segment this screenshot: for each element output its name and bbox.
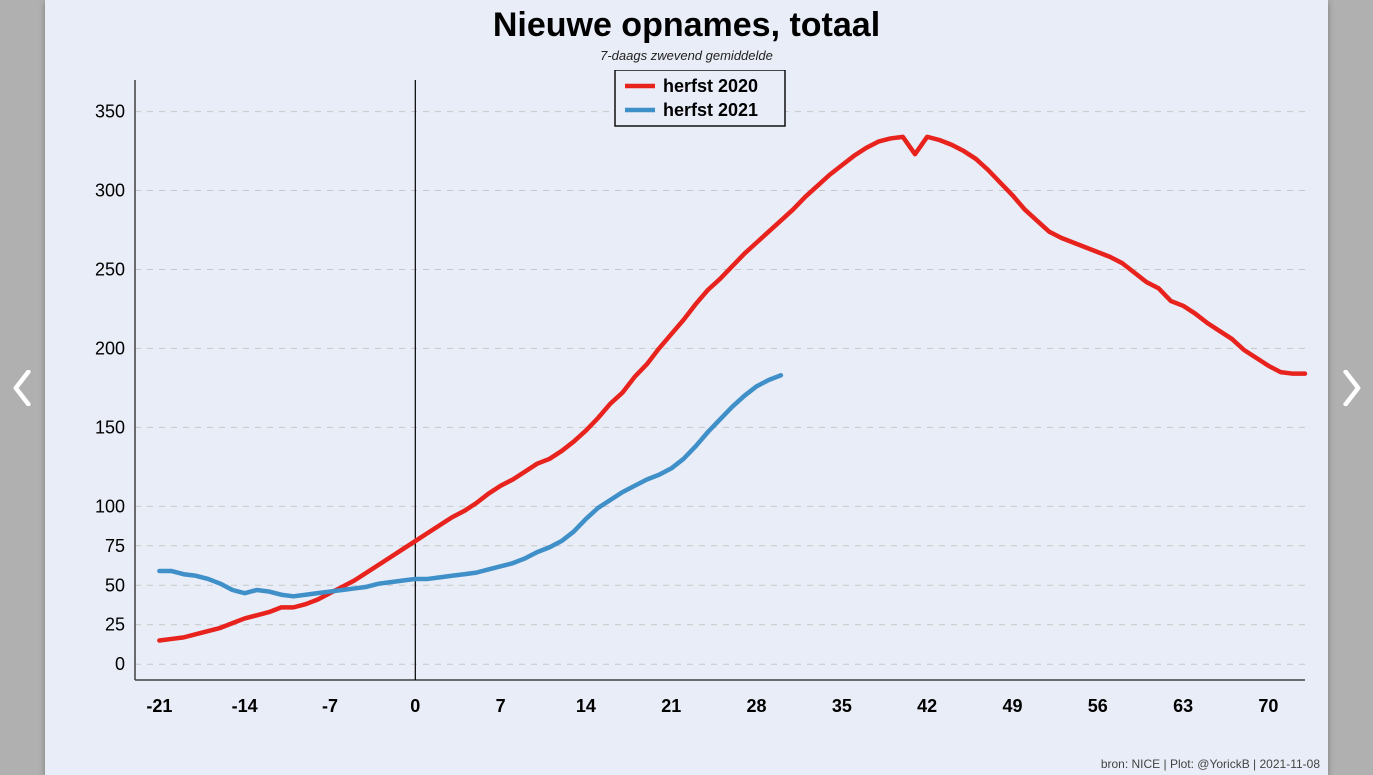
next-image-area[interactable] bbox=[1328, 0, 1373, 775]
svg-text:300: 300 bbox=[95, 181, 125, 201]
svg-text:35: 35 bbox=[832, 696, 852, 716]
svg-text:100: 100 bbox=[95, 496, 125, 516]
image-viewer: Nieuwe opnames, totaal 7-daags zwevend g… bbox=[0, 0, 1373, 775]
svg-text:56: 56 bbox=[1088, 696, 1108, 716]
plot-area: 0 25 50 75 100 150 200 250 300 350 -21 -14 -7 0 7 14 21 2… bbox=[75, 70, 1315, 730]
svg-text:150: 150 bbox=[95, 417, 125, 437]
svg-text:49: 49 bbox=[1002, 696, 1022, 716]
chevron-left-icon bbox=[12, 370, 34, 406]
chart-title: Nieuwe opnames, totaal bbox=[45, 6, 1328, 45]
svg-text:25: 25 bbox=[105, 615, 125, 635]
svg-text:63: 63 bbox=[1173, 696, 1193, 716]
svg-text:14: 14 bbox=[576, 696, 596, 716]
chart-card: Nieuwe opnames, totaal 7-daags zwevend g… bbox=[45, 0, 1328, 775]
svg-text:herfst 2020: herfst 2020 bbox=[663, 76, 758, 96]
chart-subtitle: 7-daags zwevend gemiddelde bbox=[45, 48, 1328, 63]
svg-text:75: 75 bbox=[105, 536, 125, 556]
svg-text:70: 70 bbox=[1258, 696, 1278, 716]
svg-text:0: 0 bbox=[115, 654, 125, 674]
chart-credit: bron: NICE | Plot: @YorickB | 2021-11-08 bbox=[1101, 757, 1320, 771]
prev-image-area[interactable] bbox=[0, 0, 45, 775]
svg-text:-7: -7 bbox=[322, 696, 338, 716]
svg-text:350: 350 bbox=[95, 102, 125, 122]
svg-text:50: 50 bbox=[105, 575, 125, 595]
svg-text:-14: -14 bbox=[232, 696, 258, 716]
svg-text:200: 200 bbox=[95, 338, 125, 358]
svg-text:-21: -21 bbox=[146, 696, 172, 716]
svg-text:250: 250 bbox=[95, 259, 125, 279]
svg-text:28: 28 bbox=[747, 696, 767, 716]
svg-text:7: 7 bbox=[496, 696, 506, 716]
svg-text:21: 21 bbox=[661, 696, 681, 716]
chevron-right-icon bbox=[1340, 370, 1362, 406]
chart-svg: 0 25 50 75 100 150 200 250 300 350 -21 -14 -7 0 7 14 21 2… bbox=[75, 70, 1315, 730]
svg-text:0: 0 bbox=[410, 696, 420, 716]
svg-text:herfst 2021: herfst 2021 bbox=[663, 100, 758, 120]
svg-text:42: 42 bbox=[917, 696, 937, 716]
